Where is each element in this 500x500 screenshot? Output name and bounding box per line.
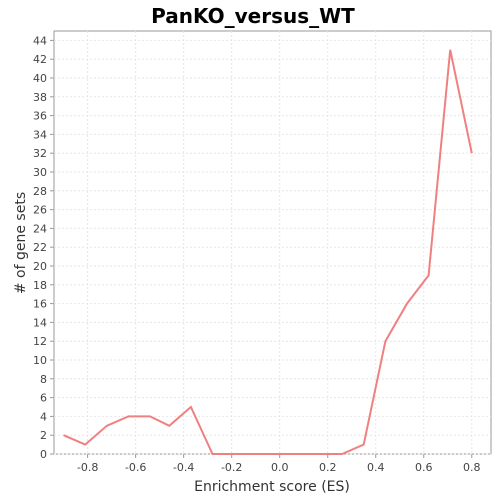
x-axis-label: Enrichment score (ES) xyxy=(194,479,350,495)
y-tick-label: 26 xyxy=(33,204,47,217)
chart-title: PanKO_versus_WT xyxy=(151,4,355,28)
x-tick-label: 0.4 xyxy=(367,461,385,474)
y-tick-label: 12 xyxy=(33,335,47,348)
y-tick-label: 24 xyxy=(33,222,47,235)
y-tick-label: 32 xyxy=(33,147,47,160)
y-tick-label: 0 xyxy=(40,448,47,461)
x-tick-label: 0.8 xyxy=(463,461,481,474)
y-tick-label: 30 xyxy=(33,166,47,179)
x-tick-label: 0.0 xyxy=(271,461,289,474)
x-tick-label: -0.4 xyxy=(173,461,194,474)
y-axis-label: # of gene sets xyxy=(13,192,29,294)
y-tick-label: 40 xyxy=(33,72,47,85)
y-tick-label: 10 xyxy=(33,354,47,367)
y-tick-label: 36 xyxy=(33,110,47,123)
plot-area xyxy=(53,30,492,455)
y-tick-label: 22 xyxy=(33,241,47,254)
y-axis: 0246810121416182022242628303234363840424… xyxy=(33,34,54,461)
y-tick-label: 8 xyxy=(40,373,47,386)
y-tick-label: 44 xyxy=(33,34,47,47)
x-axis: -0.8 -0.6 -0.4 -0.2 0.0 0.2 0.4 0.6 0.8 xyxy=(77,454,481,474)
y-tick-label: 6 xyxy=(40,392,47,405)
y-tick-label: 38 xyxy=(33,91,47,104)
y-tick-label: 42 xyxy=(33,53,47,66)
x-tick-label: 0.2 xyxy=(319,461,337,474)
x-tick-label: -0.2 xyxy=(221,461,242,474)
x-tick-label: 0.6 xyxy=(415,461,433,474)
y-tick-label: 2 xyxy=(40,429,47,442)
x-tick-label: -0.8 xyxy=(77,461,98,474)
y-tick-label: 28 xyxy=(33,185,47,198)
y-tick-label: 34 xyxy=(33,128,47,141)
y-tick-label: 14 xyxy=(33,316,47,329)
y-tick-label: 4 xyxy=(40,410,47,423)
series-line xyxy=(63,49,473,455)
y-tick-label: 20 xyxy=(33,260,47,273)
x-tick-label: -0.6 xyxy=(125,461,146,474)
y-tick-label: 18 xyxy=(33,279,47,292)
y-tick-label: 16 xyxy=(33,298,47,311)
